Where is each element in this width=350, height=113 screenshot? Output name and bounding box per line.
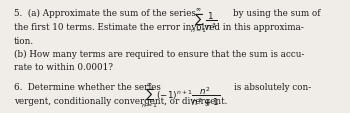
Text: vergent, conditionally convergent, or divergent.: vergent, conditionally convergent, or di… (14, 96, 228, 105)
Text: the first 10 terms. Estimate the error involved in this approxima-: the first 10 terms. Estimate the error i… (14, 23, 304, 32)
Text: (b) How many terms are required to ensure that the sum is accu-: (b) How many terms are required to ensur… (14, 49, 304, 58)
Text: by using the sum of: by using the sum of (233, 8, 320, 17)
Text: $\sum_{n=1}^{\infty} \dfrac{1}{n^3}$: $\sum_{n=1}^{\infty} \dfrac{1}{n^3}$ (190, 6, 217, 34)
Text: rate to within 0.0001?: rate to within 0.0001? (14, 62, 113, 71)
Text: $\sum_{n=1}^{\infty}(-1)^{n+1}\dfrac{n^2}{n^3+1}$: $\sum_{n=1}^{\infty}(-1)^{n+1}\dfrac{n^2… (141, 80, 220, 109)
Text: 6.  Determine whether the series: 6. Determine whether the series (14, 83, 161, 92)
Text: tion.: tion. (14, 36, 34, 45)
Text: 5.  (a) Approximate the sum of the series: 5. (a) Approximate the sum of the series (14, 8, 196, 18)
Text: is absolutely con-: is absolutely con- (234, 83, 312, 92)
